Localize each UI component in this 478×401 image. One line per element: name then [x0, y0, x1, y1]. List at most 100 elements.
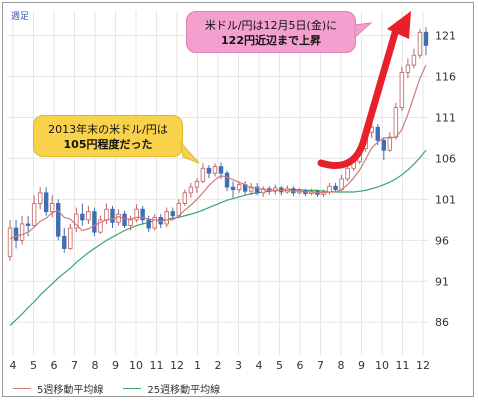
candle-body — [164, 211, 169, 225]
candle — [194, 178, 200, 193]
x-tick-label: 11 — [395, 359, 409, 372]
candle — [212, 163, 218, 177]
candle-body — [375, 126, 380, 141]
legend-ma25-label: 25週移動平均線 — [147, 385, 221, 396]
legend-ma5-label: 5週移動平均線 — [37, 385, 104, 396]
candle-body — [104, 208, 109, 221]
candle-body — [13, 227, 19, 241]
candle-body — [62, 235, 67, 249]
trend-arrow-head — [387, 11, 411, 39]
candle-body — [74, 213, 79, 229]
candle — [381, 137, 386, 161]
candle — [182, 189, 188, 206]
y-tick-label: 86 — [435, 316, 449, 329]
candle-body — [236, 184, 242, 190]
x-tick-label: 10 — [129, 359, 143, 372]
x-tick-label: 4 — [255, 359, 262, 372]
candle — [50, 195, 55, 218]
legend-ma5: 5週移動平均線 — [13, 381, 103, 396]
callout-left: 2013年末の米ドル/円は 105円程度だった — [33, 115, 183, 157]
ma5-series — [9, 64, 427, 240]
candle-body — [86, 211, 91, 221]
candle-body — [261, 188, 266, 194]
candle-body — [194, 180, 200, 188]
candle-body — [333, 185, 338, 190]
candle-body — [381, 140, 386, 151]
callout-left-pointer — [180, 141, 200, 164]
x-tick-label: 10 — [375, 359, 389, 372]
candle-body — [411, 54, 417, 66]
candle — [164, 207, 169, 228]
candle — [19, 215, 25, 245]
candle-body — [56, 203, 61, 237]
candle — [62, 228, 67, 253]
candle-body — [68, 227, 73, 249]
y-tick-label: 116 — [435, 71, 456, 84]
candle — [206, 164, 212, 179]
candle — [411, 48, 417, 69]
candle — [170, 207, 175, 220]
ma25-line — [9, 149, 427, 326]
candle-body — [50, 203, 55, 213]
candle-body — [134, 208, 139, 221]
grid — [7, 11, 429, 355]
candle-body — [80, 213, 85, 221]
legend-ma25: 25週移動平均線 — [123, 381, 220, 396]
y-tick-label: 111 — [435, 111, 456, 124]
x-tick-label: 9 — [358, 359, 365, 372]
candle — [92, 207, 97, 237]
candle-body — [399, 72, 405, 109]
candle — [417, 29, 423, 59]
candle-body — [152, 216, 157, 229]
candle-series — [7, 27, 429, 261]
x-tick-label: 11 — [150, 359, 164, 372]
callout-top: 米ドル/円は12月5日(金)に 122円近辺まで上昇 — [186, 11, 356, 53]
legend-ma5-swatch — [13, 388, 31, 389]
y-tick-label: 91 — [435, 275, 449, 288]
candle — [152, 214, 157, 231]
x-tick-label: 6 — [51, 359, 58, 372]
candle-body — [345, 167, 350, 180]
x-tick-label: 9 — [112, 359, 119, 372]
y-tick-label: 101 — [435, 193, 456, 206]
candle-body — [206, 167, 212, 174]
callout-top-line1: 米ドル/円は12月5日(金)に — [204, 19, 338, 32]
x-tick-label: 4 — [10, 359, 17, 372]
candle — [405, 58, 411, 79]
candle — [43, 187, 49, 216]
y-axis: 86 91 96 101 106 111 116 121 — [435, 30, 456, 330]
candle — [254, 183, 260, 196]
candle-body — [182, 192, 188, 204]
candle-body — [212, 166, 218, 174]
candle — [242, 181, 248, 195]
trend-arrow — [317, 11, 411, 169]
candle-body — [122, 213, 127, 226]
candle-body — [273, 187, 278, 192]
x-tick-label: 7 — [317, 359, 324, 372]
x-tick-label: 6 — [296, 359, 303, 372]
chart-frame: 86 91 96 101 106 111 116 121 4 5 6 7 8 9 10 11 12 1 2 3 4 5 6… — [2, 2, 474, 397]
candle-body — [188, 186, 194, 194]
candle — [345, 164, 350, 182]
candle-body — [170, 211, 175, 217]
candle-body — [7, 227, 13, 258]
x-tick-label: 8 — [92, 359, 99, 372]
candle-body — [387, 136, 393, 151]
trend-arrow-shaft — [317, 29, 399, 169]
candle-body — [327, 185, 332, 193]
candle-body — [128, 219, 133, 226]
y-tick-label: 106 — [435, 152, 456, 165]
candle-body — [19, 223, 25, 241]
x-tick-label: 12 — [416, 359, 430, 372]
candle-body — [405, 64, 411, 73]
candle-body — [140, 208, 145, 221]
candle-body — [92, 211, 97, 233]
candle — [110, 205, 115, 229]
period-label: 週足 — [11, 12, 30, 22]
candle — [98, 215, 103, 234]
x-tick-label: 12 — [170, 359, 184, 372]
candle — [200, 163, 206, 183]
x-tick-label: 5 — [30, 359, 37, 372]
candle — [285, 185, 290, 194]
